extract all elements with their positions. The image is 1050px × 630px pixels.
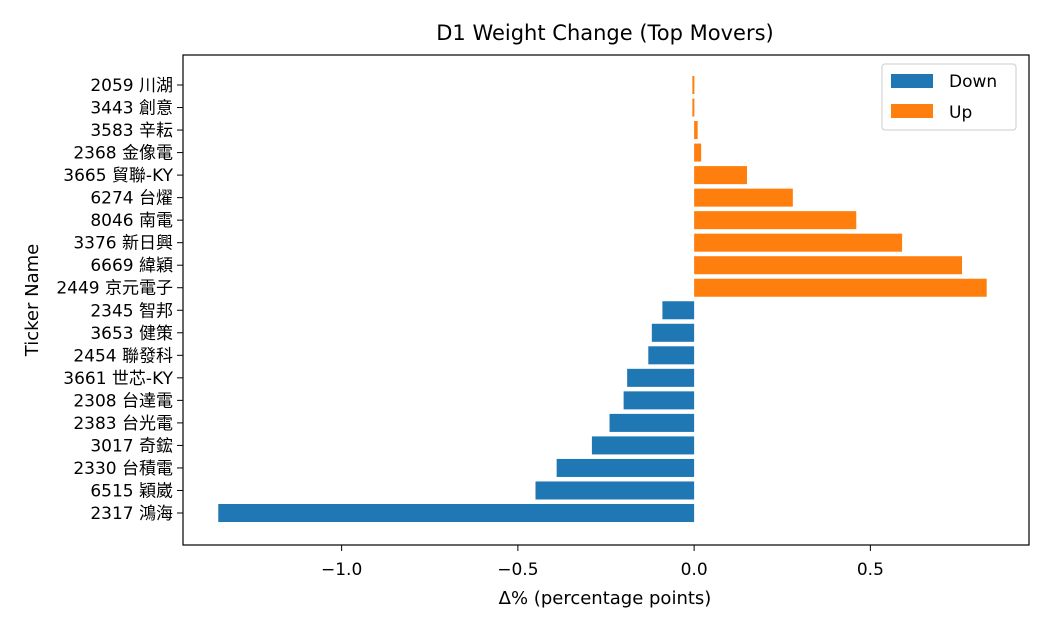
y-tick-label: 3376 新日興 — [73, 234, 173, 254]
bar-6515 — [535, 481, 695, 500]
y-axis-label: Ticker Name — [22, 244, 43, 357]
x-tick-label: −0.5 — [497, 560, 538, 580]
chart-title: D1 Weight Change (Top Movers) — [436, 21, 774, 45]
y-tick-label: 2317 鴻海 — [90, 504, 173, 524]
bar-3653 — [651, 323, 695, 342]
legend-label-down: Down — [949, 72, 997, 92]
y-tick-label: 3665 貿聯-KY — [63, 166, 173, 186]
y-tick-label: 3443 創意 — [90, 99, 173, 119]
x-axis-label: Δ% (percentage points) — [499, 588, 712, 609]
y-tick-label: 2308 台達電 — [73, 391, 173, 411]
y-tick-label: 3017 奇鋐 — [90, 436, 173, 456]
bar-2330 — [556, 458, 695, 477]
y-tick-label: 6274 台燿 — [90, 189, 173, 209]
x-ticks-group: −1.0 −0.5 0.0 0.5 — [321, 545, 884, 580]
bar-6274 — [694, 188, 793, 207]
y-tick-label: 3661 世芯-KY — [63, 369, 173, 389]
x-tick-label: 0.5 — [857, 560, 884, 580]
y-tick-label: 6669 緯穎 — [90, 256, 173, 276]
y-tick-label: 8046 南電 — [90, 211, 173, 231]
y-tick-label: 2449 京元電子 — [56, 279, 173, 299]
bar-2454 — [648, 346, 695, 365]
bar-6669 — [694, 256, 963, 275]
bar-3017 — [591, 436, 695, 455]
legend: Down Up — [881, 63, 1017, 131]
bar-2449 — [694, 278, 987, 297]
bar-2383 — [609, 413, 695, 432]
x-tick-label: 0.0 — [681, 560, 708, 580]
bar-8046 — [694, 211, 857, 230]
bar-2317 — [218, 503, 695, 523]
bar-3661 — [627, 368, 695, 387]
bar-2308 — [623, 391, 695, 410]
bar-3443 — [692, 98, 695, 117]
x-tick-label: −1.0 — [321, 560, 362, 580]
bar-2059 — [692, 75, 695, 95]
legend-swatch-up — [891, 104, 933, 118]
y-tick-label: 6515 穎崴 — [90, 481, 173, 501]
bars-group — [218, 75, 987, 523]
y-tick-label: 2330 台積電 — [73, 459, 173, 479]
y-tick-label: 2454 聯發科 — [73, 346, 173, 366]
bar-2368 — [694, 143, 702, 162]
bar-3376 — [694, 233, 903, 252]
y-tick-label: 2368 金像電 — [73, 144, 173, 164]
plot-frame — [182, 54, 1030, 546]
y-tick-label: 2383 台光電 — [73, 414, 173, 434]
bar-3665 — [694, 166, 747, 185]
y-tick-label: 2059 川湖 — [90, 76, 173, 96]
bar-2345 — [662, 301, 695, 320]
y-tick-label: 2345 智邦 — [90, 301, 173, 321]
bar-3583 — [694, 121, 698, 140]
y-tick-label: 3583 辛耘 — [90, 121, 173, 141]
y-tick-label: 3653 健策 — [90, 324, 173, 344]
legend-swatch-down — [891, 74, 933, 88]
legend-label-up: Up — [949, 103, 972, 123]
